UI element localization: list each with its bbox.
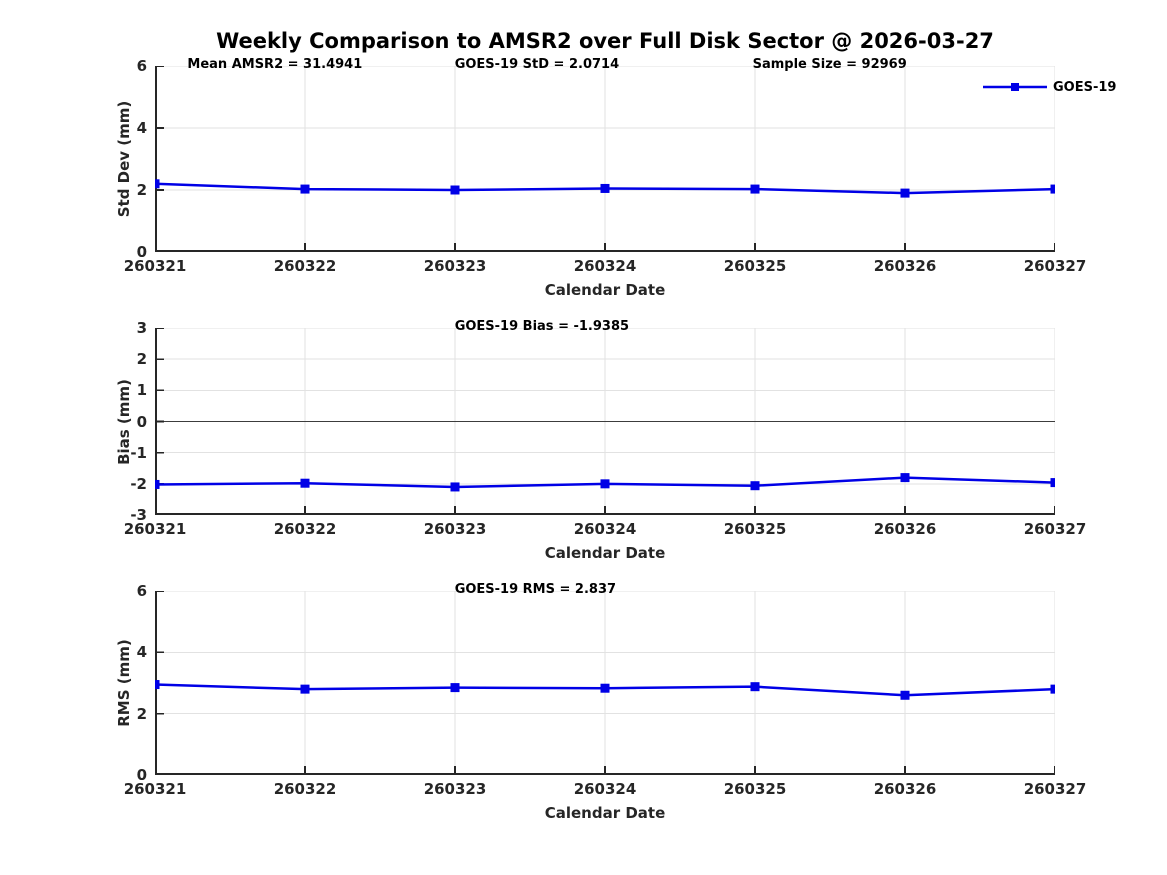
- x-tick-label: 260323: [423, 780, 487, 798]
- x-tick-label: 260327: [1023, 520, 1087, 538]
- x-tick-label: 260327: [1023, 257, 1087, 275]
- x-tick-label: 260321: [123, 257, 187, 275]
- x-tick-label: 260326: [873, 520, 937, 538]
- x-tick-label: 260325: [723, 257, 787, 275]
- data-point-marker: [750, 481, 760, 491]
- x-tick-label: 260327: [1023, 780, 1087, 798]
- y-tick-label: -3: [130, 506, 147, 524]
- data-point-marker: [1050, 684, 1055, 694]
- x-tick-label: 260323: [423, 257, 487, 275]
- plot-area-bias: [155, 328, 1055, 515]
- x-tick-label: 260321: [123, 780, 187, 798]
- x-tick-label: 260322: [273, 257, 337, 275]
- x-tick-label: 260324: [573, 257, 637, 275]
- x-tick-label: 260324: [573, 780, 637, 798]
- data-point-marker: [155, 479, 160, 489]
- y-tick-label: 0: [136, 412, 147, 431]
- y-tick-label: 3: [136, 319, 147, 337]
- x-axis-title: Calendar Date: [544, 281, 666, 299]
- data-point-marker: [450, 185, 460, 195]
- series-line-goes-19: [155, 683, 1055, 697]
- y-tick-label: 6: [136, 57, 147, 75]
- data-point-marker: [450, 683, 460, 693]
- data-point-marker: [450, 482, 460, 492]
- data-point-marker: [155, 179, 160, 189]
- y-tick-label: 2: [136, 350, 147, 369]
- x-tick-label: 260321: [123, 520, 187, 538]
- annotation-std-dev-0: Mean AMSR2 = 31.4941: [187, 57, 363, 72]
- x-tick-label: 260323: [423, 520, 487, 538]
- y-axis-title: RMS (mm): [115, 639, 133, 727]
- plot-area-std-dev: [155, 66, 1055, 252]
- series-line-goes-19: [155, 182, 1055, 195]
- data-point-marker: [600, 479, 610, 489]
- y-tick-label: -1: [130, 443, 147, 462]
- x-tick-label: 260326: [873, 780, 937, 798]
- data-point-marker: [750, 184, 760, 194]
- data-point-marker: [300, 684, 310, 694]
- x-axis-title: Calendar Date: [544, 544, 666, 562]
- x-tick-label: 260326: [873, 257, 937, 275]
- data-point-marker: [900, 473, 910, 483]
- legend-label: GOES-19: [1053, 79, 1117, 95]
- y-tick-label: 2: [136, 704, 147, 723]
- y-tick-label: 0: [136, 243, 147, 261]
- series-line-goes-19: [155, 476, 1055, 489]
- x-tick-label: 260325: [723, 520, 787, 538]
- y-axis-title: Bias (mm): [115, 378, 133, 465]
- annotation-std-dev-2: Sample Size = 92969: [752, 57, 907, 72]
- legend: GOES-19: [983, 79, 1116, 95]
- data-point-marker: [300, 184, 310, 194]
- legend-line-sample: [983, 83, 1047, 91]
- data-point-marker: [900, 690, 910, 700]
- y-tick-label: 4: [136, 643, 147, 662]
- data-point-marker: [1050, 184, 1055, 194]
- x-tick-label: 260322: [273, 780, 337, 798]
- x-tick-label: 260324: [573, 520, 637, 538]
- data-point-marker: [1050, 478, 1055, 488]
- y-tick-label: 4: [136, 119, 147, 137]
- x-tick-label: 260325: [723, 780, 787, 798]
- data-point-marker: [600, 683, 610, 693]
- plot-area-rms: [155, 591, 1055, 775]
- y-tick-label: 1: [136, 381, 147, 400]
- y-tick-label: 2: [136, 181, 147, 199]
- x-tick-label: 260322: [273, 520, 337, 538]
- y-tick-label: -2: [130, 474, 147, 493]
- x-axis-title: Calendar Date: [544, 804, 666, 822]
- y-tick-label: 6: [136, 582, 147, 600]
- figure-title: Weekly Comparison to AMSR2 over Full Dis…: [216, 29, 994, 53]
- data-point-marker: [600, 183, 610, 193]
- annotation-bias-0: GOES-19 Bias = -1.9385: [454, 319, 630, 334]
- data-point-marker: [300, 478, 310, 488]
- y-tick-label: 0: [136, 766, 147, 784]
- y-axis-title: Std Dev (mm): [115, 100, 133, 218]
- data-point-marker: [750, 682, 760, 692]
- legend-marker-icon: [1011, 83, 1019, 91]
- data-point-marker: [155, 680, 160, 690]
- annotation-std-dev-1: GOES-19 StD = 2.0714: [454, 57, 620, 72]
- annotation-rms-0: GOES-19 RMS = 2.837: [454, 582, 617, 597]
- data-point-marker: [900, 188, 910, 198]
